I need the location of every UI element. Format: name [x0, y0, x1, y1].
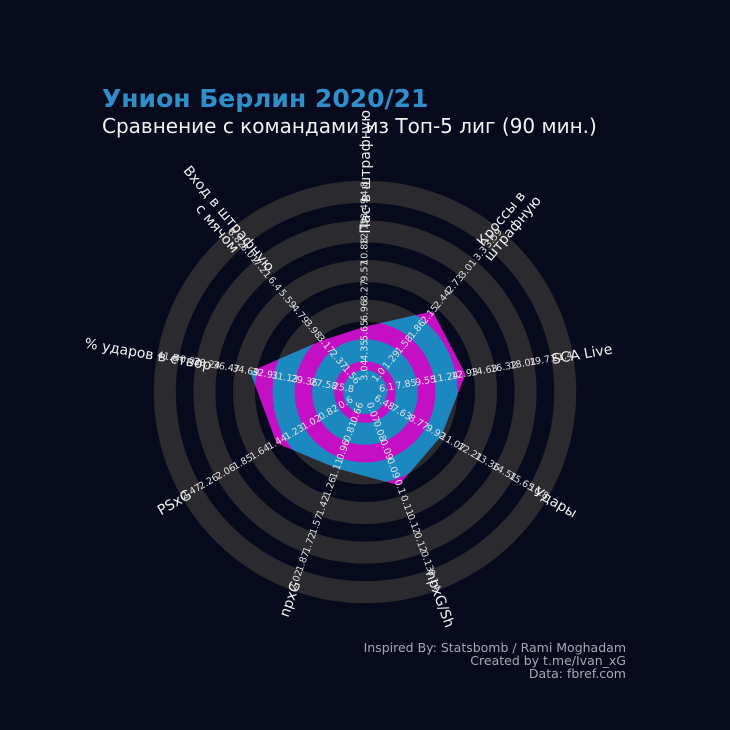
tick-label: 9.55: [414, 374, 437, 389]
tick-label: 41.8: [156, 350, 179, 365]
axis-label: % ударов в створ: [83, 336, 213, 374]
tick-label: 6.96: [360, 300, 371, 321]
tick-label: 5.65: [360, 320, 371, 341]
tick-label: 36.47: [212, 360, 241, 376]
tick-label: 7.85: [395, 377, 418, 392]
tick-label: 11.24: [431, 370, 460, 386]
team-ring-highlight: [272, 311, 458, 485]
tick-label: 6.1: [378, 381, 395, 394]
axis-label-line: % ударов в створ: [83, 336, 213, 374]
team-ring-highlight: [312, 339, 418, 445]
credit-inspired: Inspired By: Statsbomb / Rami Moghadam: [363, 640, 626, 655]
credit-data: Data: fbref.com: [528, 666, 626, 681]
grid-ring: [233, 260, 497, 524]
tick-label: 38.24: [192, 356, 221, 372]
tick-label: 12.93: [450, 367, 479, 383]
page-subtitle: Сравнение с командами из Топ-5 лиг (90 м…: [102, 114, 597, 138]
tick-label: 27.58: [309, 377, 338, 393]
tick-label: 4.35: [360, 340, 371, 361]
credit-created: Created by t.me/Ivan_xG: [470, 653, 626, 668]
tick-label: 9.57: [360, 260, 371, 281]
tick-label: 12.19: [360, 218, 371, 245]
credits: Inspired By: Statsbomb / Rami Moghadam C…: [364, 641, 626, 680]
team-center-disc: [343, 370, 387, 414]
tick-label: 29.36: [290, 374, 319, 390]
tick-label: 25.8: [332, 381, 355, 396]
tick-label: 3.04: [360, 359, 371, 380]
tick-label: 40.02: [173, 353, 202, 369]
tick-label: 14.8: [360, 181, 371, 202]
tick-label: 19.71: [528, 353, 557, 369]
axis-label-line: Пас в штрафную: [358, 110, 374, 234]
axis-label: PSxG: [155, 487, 195, 519]
axis-label-line: PSxG: [155, 487, 195, 519]
tick-label: 13.49: [360, 198, 371, 225]
tick-label: 14.63: [470, 363, 499, 379]
tick-label: 16.32: [489, 360, 518, 376]
page-title: Унион Берлин 2020/21: [102, 84, 429, 113]
tick-label: 34.69: [231, 363, 260, 379]
axis-label: Пас в штрафную: [358, 110, 374, 234]
team-highlight-layer: [250, 311, 466, 486]
tick-label: 8.27: [360, 280, 371, 301]
tick-label: 21.4: [551, 350, 574, 365]
tick-label: 32.91: [251, 367, 280, 383]
tick-label: 18.01: [509, 356, 538, 372]
tick-label: 0.1: [392, 478, 408, 496]
grid-ring: [193, 220, 537, 564]
grid-ring: [153, 180, 577, 604]
tick-label: 10.88: [360, 238, 371, 265]
tick-label: 31.13: [270, 370, 299, 386]
